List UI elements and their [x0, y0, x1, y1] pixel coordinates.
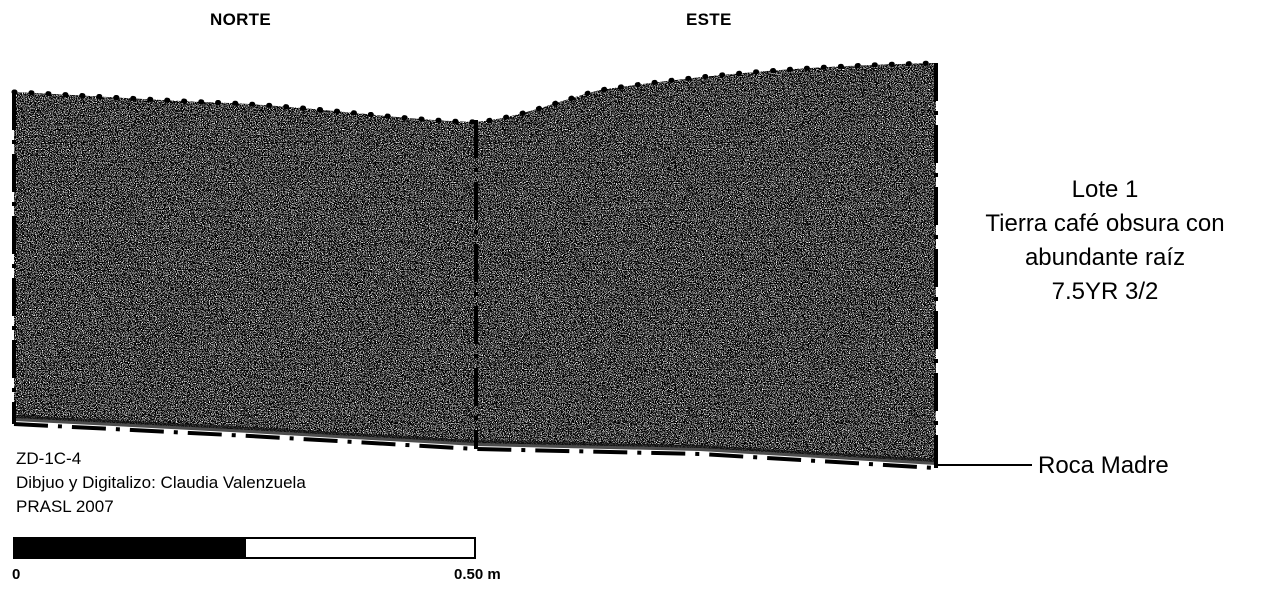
- layer-description-line-1: Tierra café obsura con: [985, 210, 1225, 237]
- scale-min-label: 0: [12, 566, 21, 583]
- bedrock-contact-line: [13, 422, 937, 470]
- scale-bar-white-segment: [244, 537, 476, 559]
- drawing-credits: ZD-1C-4 Dibjuo y Digitalizo: Claudia Val…: [16, 447, 306, 519]
- scale-bar: [13, 537, 476, 559]
- author-credit: Dibjuo y Digitalizo: Claudia Valenzuela: [16, 473, 306, 492]
- east-profile-title: ESTE: [686, 10, 732, 29]
- project-credit: PRASL 2007: [16, 497, 114, 516]
- lote-1-label: Lote 1 Tierra café obsura con abundante …: [955, 173, 1255, 309]
- layer-munsell-color: 7.5YR 3/2: [1051, 278, 1159, 305]
- layer-description-line-2: abundante raíz: [1024, 244, 1186, 271]
- layer-name: Lote 1: [1071, 176, 1139, 203]
- unit-code: ZD-1C-4: [16, 449, 82, 468]
- north-profile-title: NORTE: [210, 10, 271, 29]
- scale-max-label: 0.50 m: [454, 566, 501, 583]
- bedrock-label: Roca Madre: [1038, 452, 1169, 479]
- scale-bar-black-segment: [14, 538, 245, 558]
